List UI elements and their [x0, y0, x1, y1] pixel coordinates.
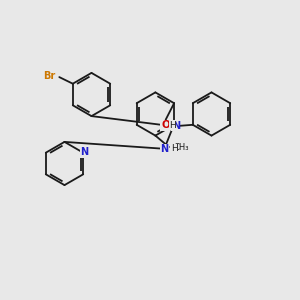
Text: O: O — [161, 120, 170, 130]
Text: CH₃: CH₃ — [174, 143, 190, 152]
Text: Br: Br — [44, 70, 56, 81]
Text: H: H — [169, 121, 176, 130]
Text: N: N — [160, 144, 168, 154]
Text: H: H — [171, 144, 178, 153]
Text: N: N — [80, 147, 88, 157]
Text: N: N — [172, 121, 180, 131]
